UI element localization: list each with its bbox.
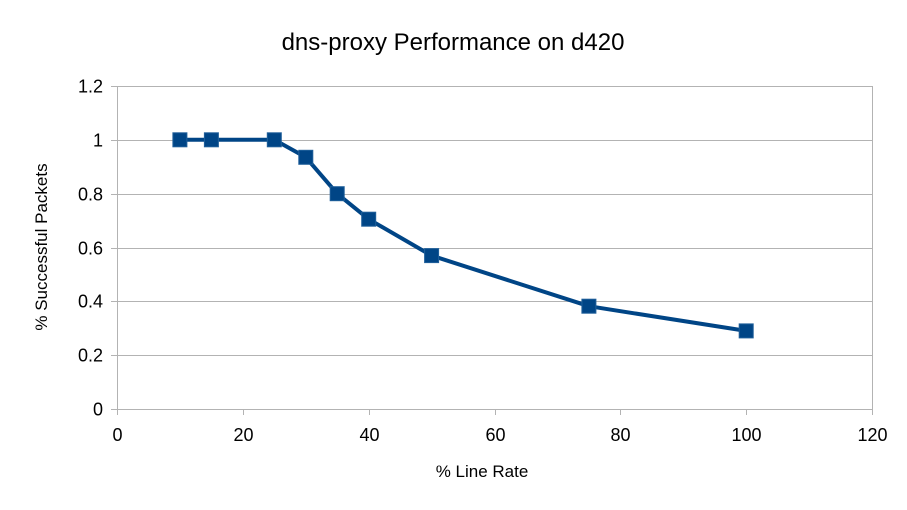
series-line: [179, 137, 747, 333]
x-tick-label: 40: [359, 425, 379, 445]
y-tick-label: 1.2: [78, 77, 103, 97]
x-tick-label: 80: [610, 425, 630, 445]
grid-layer: [111, 86, 872, 410]
data-point: [203, 132, 219, 148]
x-tick-label: 0: [112, 425, 122, 445]
data-point: [361, 211, 377, 227]
data-point: [738, 323, 754, 339]
y-axis-label: % Successful Packets: [32, 163, 51, 330]
x-tick-label: 100: [731, 425, 761, 445]
y-tick-label: 0.8: [78, 185, 103, 205]
y-tick-label: 0.2: [78, 346, 103, 366]
data-point: [172, 132, 188, 148]
data-point: [424, 248, 440, 264]
x-tick-label: 60: [485, 425, 505, 445]
x-tick-label: 20: [233, 425, 253, 445]
data-point: [329, 186, 345, 202]
x-tick-label: 120: [857, 425, 887, 445]
axis-layer: 0 0.2 0.4 0.6 0.8 1 1.2 0 20 40 60 80 100 120: [78, 77, 888, 446]
y-tick-label: 1: [93, 131, 103, 151]
data-point: [298, 149, 314, 165]
y-tick-label: 0.4: [78, 292, 103, 312]
y-tick-label: 0: [93, 400, 103, 420]
x-axis-label: % Line Rate: [436, 462, 529, 481]
y-tick-label: 0.6: [78, 239, 103, 259]
chart-title: dns-proxy Performance on d420: [282, 29, 625, 56]
data-point: [581, 298, 597, 314]
series-layer: [172, 132, 754, 339]
data-point: [266, 132, 282, 148]
